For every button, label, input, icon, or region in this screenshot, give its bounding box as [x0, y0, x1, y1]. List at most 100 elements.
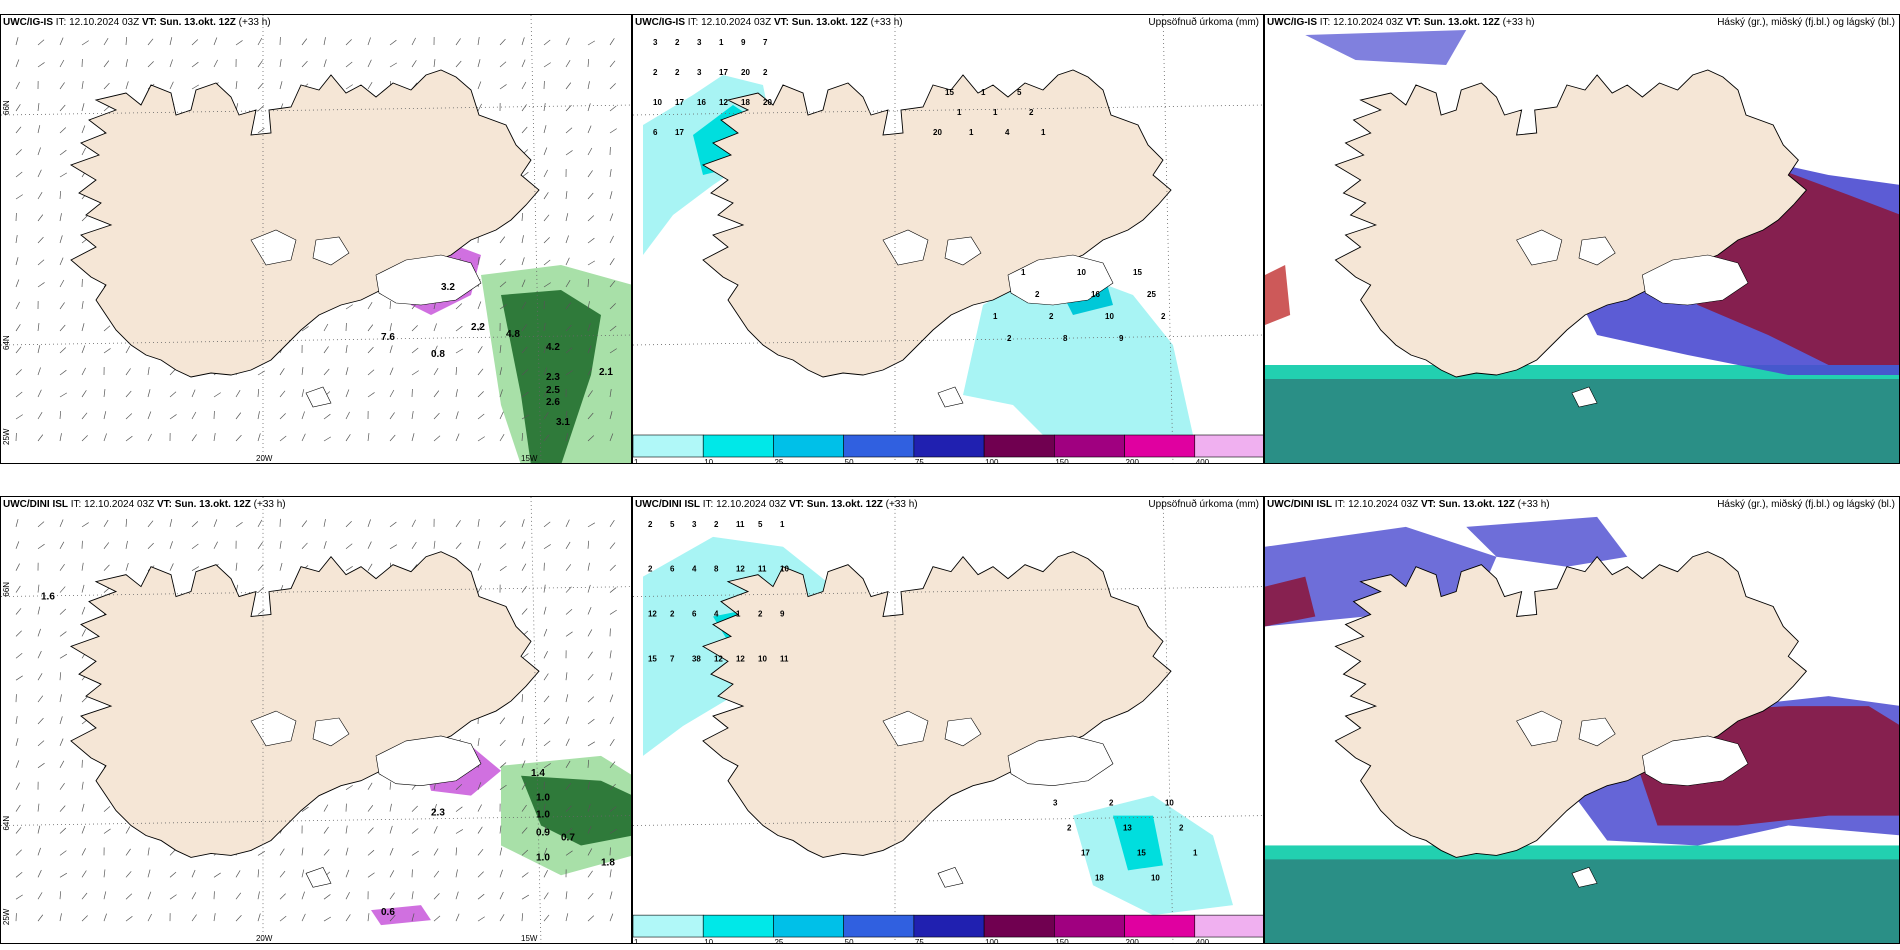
colorbar-tick: 150	[1055, 938, 1069, 944]
forecast-step: (+33 h)	[238, 17, 271, 28]
map-panel-tl: UWC/IG-IS IT: 12.10.2024 03Z VT: Sun. 13…	[0, 14, 632, 464]
precip-label: 2	[648, 565, 653, 574]
colorbar-segment	[1054, 434, 1125, 458]
colorbar-tick: 100	[985, 458, 999, 464]
colorbar-segment	[843, 914, 915, 938]
panel-field-title: Uppsöfnuð úrkoma (mm)	[1148, 17, 1259, 28]
panel-field-title: Háský (gr.), miðský (fj.bl.) og lágský (…	[1717, 499, 1895, 510]
precip-label: 20	[741, 68, 750, 77]
wind-speed-label: 0.9	[536, 828, 550, 839]
map-panel-bm: UWC/DINI ISL IT: 12.10.2024 03Z VT: Sun.…	[632, 496, 1264, 944]
precip-label: 1	[780, 520, 785, 529]
panel-title: UWC/IG-IS IT: 12.10.2024 03Z VT: Sun. 13…	[1267, 17, 1535, 28]
wind-speed-label: 2.3	[431, 808, 445, 819]
wind-speed-label: 1.4	[531, 768, 545, 779]
precip-label: 11	[736, 520, 745, 529]
low-cloud-field	[1265, 375, 1899, 463]
map-canvas: 66N 64N 25W 20W 15W 4.8 4.2 2.1 2.3 2.52.6 3.1 3.2 2…	[1, 15, 631, 463]
precip-label: 2	[1109, 799, 1114, 808]
wind-speed-label: 1.0	[536, 810, 550, 821]
iceland-landmass	[701, 551, 1172, 858]
colorbar-segment	[773, 914, 844, 938]
lat-line-66	[1, 104, 631, 116]
lat-line-66	[633, 104, 1263, 116]
precip-label: 1	[1021, 268, 1026, 277]
init-time: IT: 12.10.2024 03Z	[55, 17, 142, 28]
colorbar-segment	[1124, 914, 1196, 938]
lon-label-20: 20W	[256, 934, 273, 943]
low-cloud-field	[1265, 855, 1899, 943]
map-canvas: 3 2 3 1 9 72 2 3 17 20 210 17 16 12 18 206 17 20151111452…	[633, 15, 1263, 464]
mid-cloud-patch	[1466, 516, 1628, 567]
wind-speed-label: 1.0	[536, 793, 550, 804]
precip-label: 3	[697, 68, 702, 77]
precip-label: 1	[736, 609, 741, 618]
lat-line-66	[1, 586, 631, 597]
precip-label: 7	[763, 38, 768, 47]
precip-label: 16	[1091, 290, 1100, 299]
colorbar-segment	[773, 434, 844, 458]
colorbar-segment	[633, 434, 704, 458]
colorbar-tick: 75	[915, 458, 924, 464]
map-panel-br: UWC/DINI ISL IT: 12.10.2024 03Z VT: Sun.…	[1264, 496, 1900, 944]
glacier-3	[305, 386, 332, 408]
colorbar-segment	[702, 434, 774, 458]
colorbar-tick: 25	[774, 458, 783, 464]
glacier-2	[1007, 735, 1114, 787]
panel-field-title: Háský (gr.), miðský (fj.bl.) og lágský (…	[1717, 17, 1895, 28]
precip-label: 7	[670, 654, 675, 663]
lat-label-64: 64N	[2, 335, 11, 350]
colorbar-segment	[913, 434, 985, 458]
lon-label-20: 20W	[256, 454, 273, 463]
precip-label: 11	[780, 654, 789, 663]
glacier-0	[1516, 710, 1563, 747]
colorbar-tick: 50	[845, 458, 854, 464]
glacier-3	[937, 386, 964, 408]
glacier-3	[305, 866, 332, 888]
precip-label: 13	[1123, 824, 1132, 833]
wind-speed-field-strong	[521, 775, 631, 846]
precip-label: 2	[1049, 312, 1054, 321]
model-name: UWC/DINI ISL	[635, 499, 700, 510]
precip-label: 4	[714, 609, 719, 618]
glacier-0	[250, 229, 297, 266]
precip-label: 3	[697, 38, 702, 47]
forecast-step: (+33 h)	[1502, 17, 1535, 28]
precip-label: 17	[675, 98, 684, 107]
precip-label: 5	[670, 520, 675, 529]
model-name: UWC/DINI ISL	[3, 499, 68, 510]
init-time: IT: 12.10.2024 03Z	[1319, 17, 1406, 28]
precip-label: 2	[763, 68, 768, 77]
precip-label: 15	[945, 88, 954, 97]
iceland-landmass	[69, 69, 540, 378]
precip-label: 11	[758, 565, 767, 574]
precip-label: 3	[692, 520, 697, 529]
precip-label: 2	[1067, 824, 1072, 833]
panel-title: UWC/IG-IS IT: 12.10.2024 03Z VT: Sun. 13…	[3, 17, 271, 28]
glacier-0	[882, 710, 929, 747]
wind-speed-label: 0.8	[431, 349, 445, 360]
precip-label: 4	[1005, 128, 1010, 137]
lon-label-25: 25W	[2, 908, 11, 925]
precip-field-se	[963, 265, 1193, 455]
init-time: IT: 12.10.2024 03Z	[1334, 499, 1421, 510]
glacier-3	[1571, 866, 1598, 888]
wind-speed-label: 2.6	[546, 397, 560, 408]
iceland-landmass	[1334, 551, 1808, 858]
glacier-1	[944, 236, 982, 266]
iceland-landmass	[1334, 69, 1808, 378]
precip-label: 17	[1081, 848, 1090, 857]
precip-label: 5	[758, 520, 763, 529]
precip-label: 3	[1053, 799, 1058, 808]
colorbar-tick: 50	[845, 938, 854, 944]
model-name: UWC/IG-IS	[3, 17, 53, 28]
colorbar-segment	[1054, 914, 1125, 938]
precip-label: 15	[1137, 848, 1146, 857]
glacier-1	[1578, 717, 1616, 747]
glacier-0	[250, 710, 297, 747]
wind-speed-label: 1.6	[41, 592, 55, 603]
lat-line-64	[633, 815, 1263, 826]
colorbar-tick: 10	[704, 938, 713, 944]
forecast-step: (+33 h)	[253, 499, 286, 510]
glacier-1	[1578, 236, 1616, 266]
